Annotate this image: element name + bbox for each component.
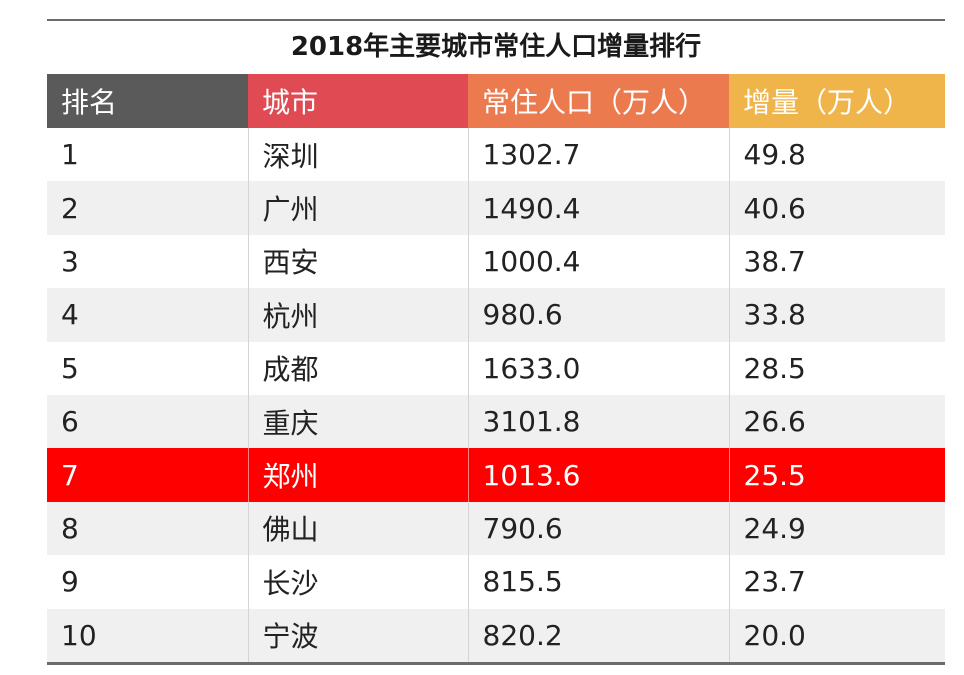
- table-row: 3 西安 1000.4 38.7: [47, 234, 945, 289]
- table-row: 6 重庆 3101.8 26.6: [47, 394, 945, 449]
- city-cell: 广州: [247, 181, 468, 235]
- population-cell: 1000.4: [467, 234, 729, 289]
- population-cell: 1633.0: [467, 341, 729, 395]
- city-cell: 重庆: [247, 394, 468, 449]
- increase-cell: 49.8: [728, 128, 945, 182]
- city-cell: 宁波: [247, 608, 468, 662]
- table-row: 9 长沙 815.5 23.7: [47, 555, 945, 609]
- table-body: 1 深圳 1302.7 49.8 2 广州 1490.4 40.6 3 西安 1000.4 38.7 4…: [47, 128, 945, 662]
- increase-cell: 24.9: [728, 501, 945, 556]
- city-cell: 成都: [247, 341, 468, 395]
- header-increase: 增量（万人）: [729, 74, 945, 128]
- header-row: 排名 城市 常住人口（万人） 增量（万人）: [47, 74, 945, 128]
- table-row: 10 宁波 820.2 20.0: [47, 608, 945, 662]
- rank-cell: 10: [47, 608, 248, 662]
- header-population: 常住人口（万人）: [468, 74, 729, 128]
- city-cell: 西安: [247, 234, 468, 289]
- population-cell: 1302.7: [467, 128, 729, 182]
- table-row: 5 成都 1633.0 28.5: [47, 341, 945, 395]
- population-cell: 790.6: [467, 501, 729, 556]
- top-rule: [47, 19, 945, 21]
- population-table: 排名 城市 常住人口（万人） 增量（万人） 1 深圳 1302.7 49.8 2 广州 14…: [47, 74, 945, 662]
- population-cell: 3101.8: [467, 394, 729, 449]
- population-cell: 820.2: [467, 608, 729, 662]
- rank-cell: 8: [47, 501, 248, 556]
- header-city: 城市: [248, 74, 468, 128]
- rank-cell: 5: [47, 341, 248, 395]
- population-cell: 1490.4: [467, 181, 729, 235]
- header-rank: 排名: [47, 74, 248, 128]
- table-row: 8 佛山 790.6 24.9: [47, 501, 945, 556]
- population-cell: 1013.6: [467, 448, 729, 502]
- rank-cell: 4: [47, 288, 248, 342]
- increase-cell: 26.6: [728, 394, 945, 449]
- rank-cell: 6: [47, 394, 248, 449]
- increase-cell: 25.5: [728, 448, 945, 502]
- table-title: 2018年主要城市常住人口增量排行: [290, 32, 702, 62]
- table-row: 4 杭州 980.6 33.8: [47, 288, 945, 342]
- table-row: 7 郑州 1013.6 25.5: [47, 448, 945, 502]
- population-cell: 980.6: [467, 288, 729, 342]
- population-table-container: 2018年主要城市常住人口增量排行 排名 城市 常住人口（万人） 增量（万人） …: [47, 19, 945, 665]
- city-cell: 深圳: [247, 128, 468, 182]
- rank-cell: 2: [47, 181, 248, 235]
- city-cell: 佛山: [247, 501, 468, 556]
- table-row: 1 深圳 1302.7 49.8: [47, 128, 945, 182]
- rank-cell: 1: [47, 128, 248, 182]
- increase-cell: 33.8: [728, 288, 945, 342]
- city-cell: 杭州: [247, 288, 468, 342]
- rank-cell: 7: [47, 448, 248, 502]
- population-cell: 815.5: [467, 555, 729, 609]
- table-row: 2 广州 1490.4 40.6: [47, 181, 945, 235]
- rank-cell: 9: [47, 555, 248, 609]
- increase-cell: 38.7: [728, 234, 945, 289]
- increase-cell: 20.0: [728, 608, 945, 662]
- city-cell: 长沙: [247, 555, 468, 609]
- rank-cell: 3: [47, 234, 248, 289]
- increase-cell: 23.7: [728, 555, 945, 609]
- increase-cell: 40.6: [728, 181, 945, 235]
- bottom-rule: [47, 661, 945, 665]
- city-cell: 郑州: [247, 448, 468, 502]
- increase-cell: 28.5: [728, 341, 945, 395]
